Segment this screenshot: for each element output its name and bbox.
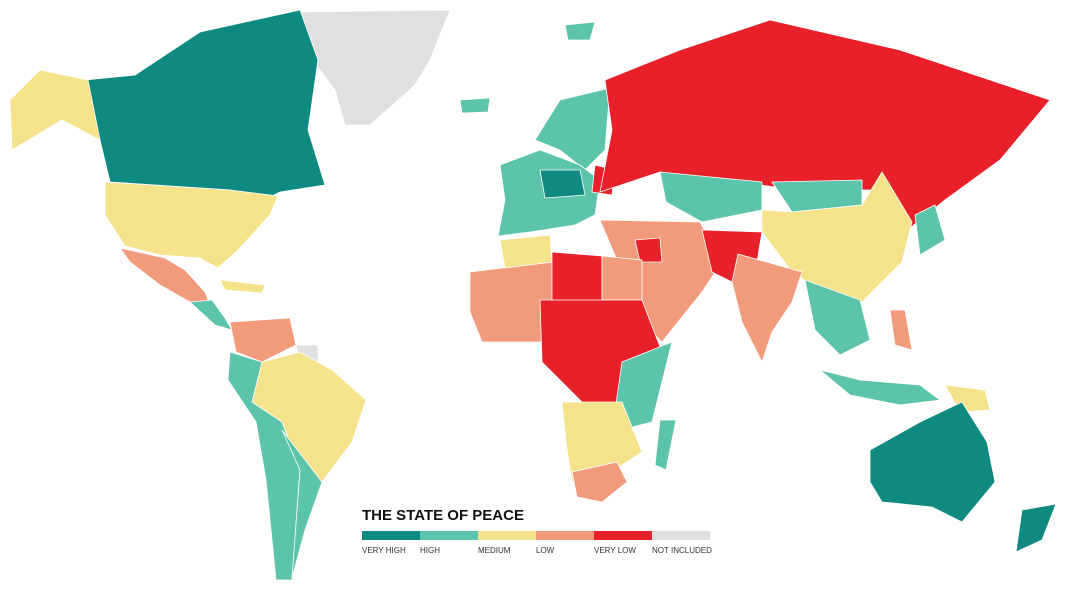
legend-title: THE STATE OF PEACE (362, 507, 524, 524)
legend-label: MEDIUM (478, 546, 511, 555)
country (534, 87, 611, 171)
legend-swatch (536, 531, 594, 540)
country (571, 461, 628, 503)
country (659, 171, 763, 223)
country (654, 419, 677, 471)
legend-swatch (594, 531, 652, 540)
country (499, 234, 553, 269)
country (551, 251, 603, 303)
country (761, 171, 913, 303)
legend: THE STATE OF PEACE VERY HIGH HIGH MEDIUM LO… (362, 507, 712, 555)
country (189, 299, 233, 331)
country (539, 169, 586, 199)
country (564, 21, 596, 41)
countries (9, 9, 1057, 581)
legend-label: NOT INCLUDED (652, 546, 712, 555)
country (889, 309, 913, 351)
legend-label: VERY HIGH (362, 546, 406, 555)
legend-label: LOW (536, 546, 555, 555)
country (634, 237, 663, 263)
country (731, 253, 803, 364)
country (601, 255, 643, 301)
country (104, 181, 279, 269)
legend-swatch (652, 531, 710, 540)
legend-label: HIGH (420, 546, 440, 555)
country (84, 9, 326, 206)
country (229, 317, 297, 363)
country (869, 401, 996, 523)
country (227, 351, 301, 581)
legend-swatch (478, 531, 536, 540)
country (281, 429, 323, 579)
country (914, 204, 946, 256)
country (459, 97, 491, 114)
legend-swatch (362, 531, 420, 540)
country (819, 369, 942, 406)
country (219, 279, 266, 294)
country (1015, 503, 1057, 553)
country (804, 279, 871, 356)
legend-label: VERY LOW (594, 546, 636, 555)
legend-swatch (420, 531, 478, 540)
country (294, 9, 451, 126)
country (9, 69, 101, 151)
